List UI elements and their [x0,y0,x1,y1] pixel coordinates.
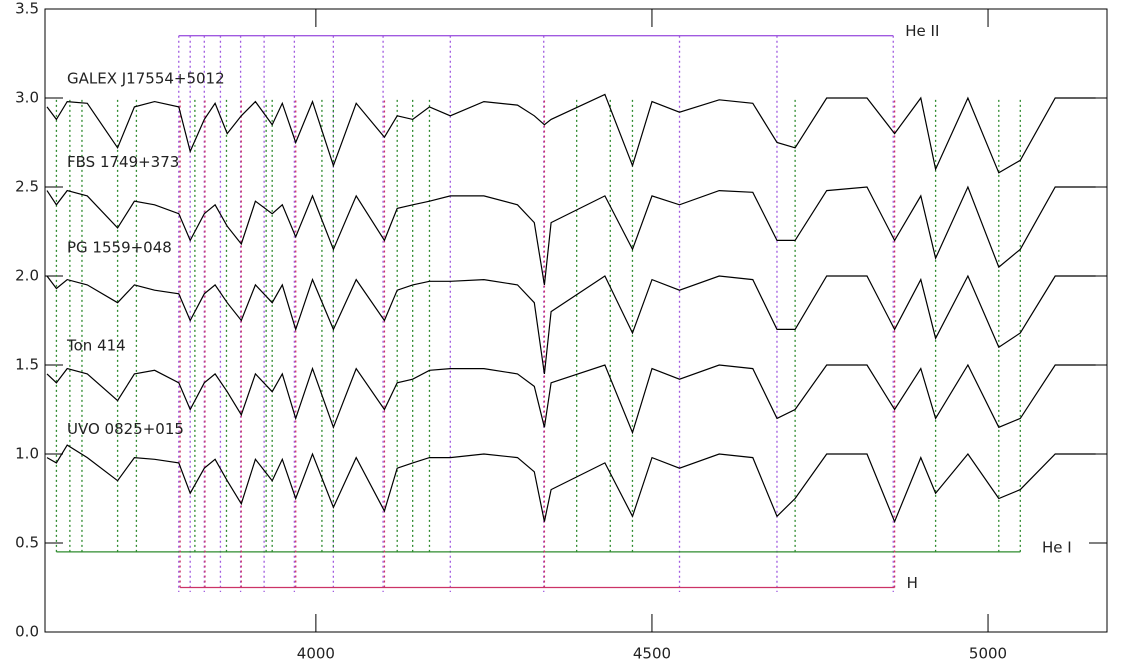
spectrum-label: GALEX J17554+5012 [67,69,225,87]
line-set-label: H [907,574,918,592]
y-tick-label: 0.5 [15,534,39,552]
x-tick-label: 4500 [633,645,671,663]
plot-frame [44,8,1108,633]
y-tick-label: 2.5 [15,178,39,196]
y-tick-label: 3.0 [15,89,39,107]
y-tick-label: 3.5 [15,0,39,18]
spectrum [46,444,1096,524]
spectrum [46,274,1096,374]
spectrum [46,93,1096,174]
spectrum-label: PG 1559+048 [67,239,172,257]
spectrum-label: Ton 414 [66,336,126,354]
y-tick-label: 2.0 [15,267,39,285]
line-set-label: He I [1042,538,1072,556]
y-tick-label: 1.0 [15,445,39,463]
spectrum [46,185,1096,285]
y-tick-label: 0.0 [15,623,39,641]
spectrum-label: UVO 0825+015 [67,420,184,438]
spectrum-label: FBS 1749+373 [67,153,179,171]
spectrum [46,363,1096,435]
y-tick-label: 1.5 [15,356,39,374]
x-tick-label: 5000 [969,645,1007,663]
x-tick-label: 4000 [297,645,335,663]
line-set-label: He II [905,22,939,40]
